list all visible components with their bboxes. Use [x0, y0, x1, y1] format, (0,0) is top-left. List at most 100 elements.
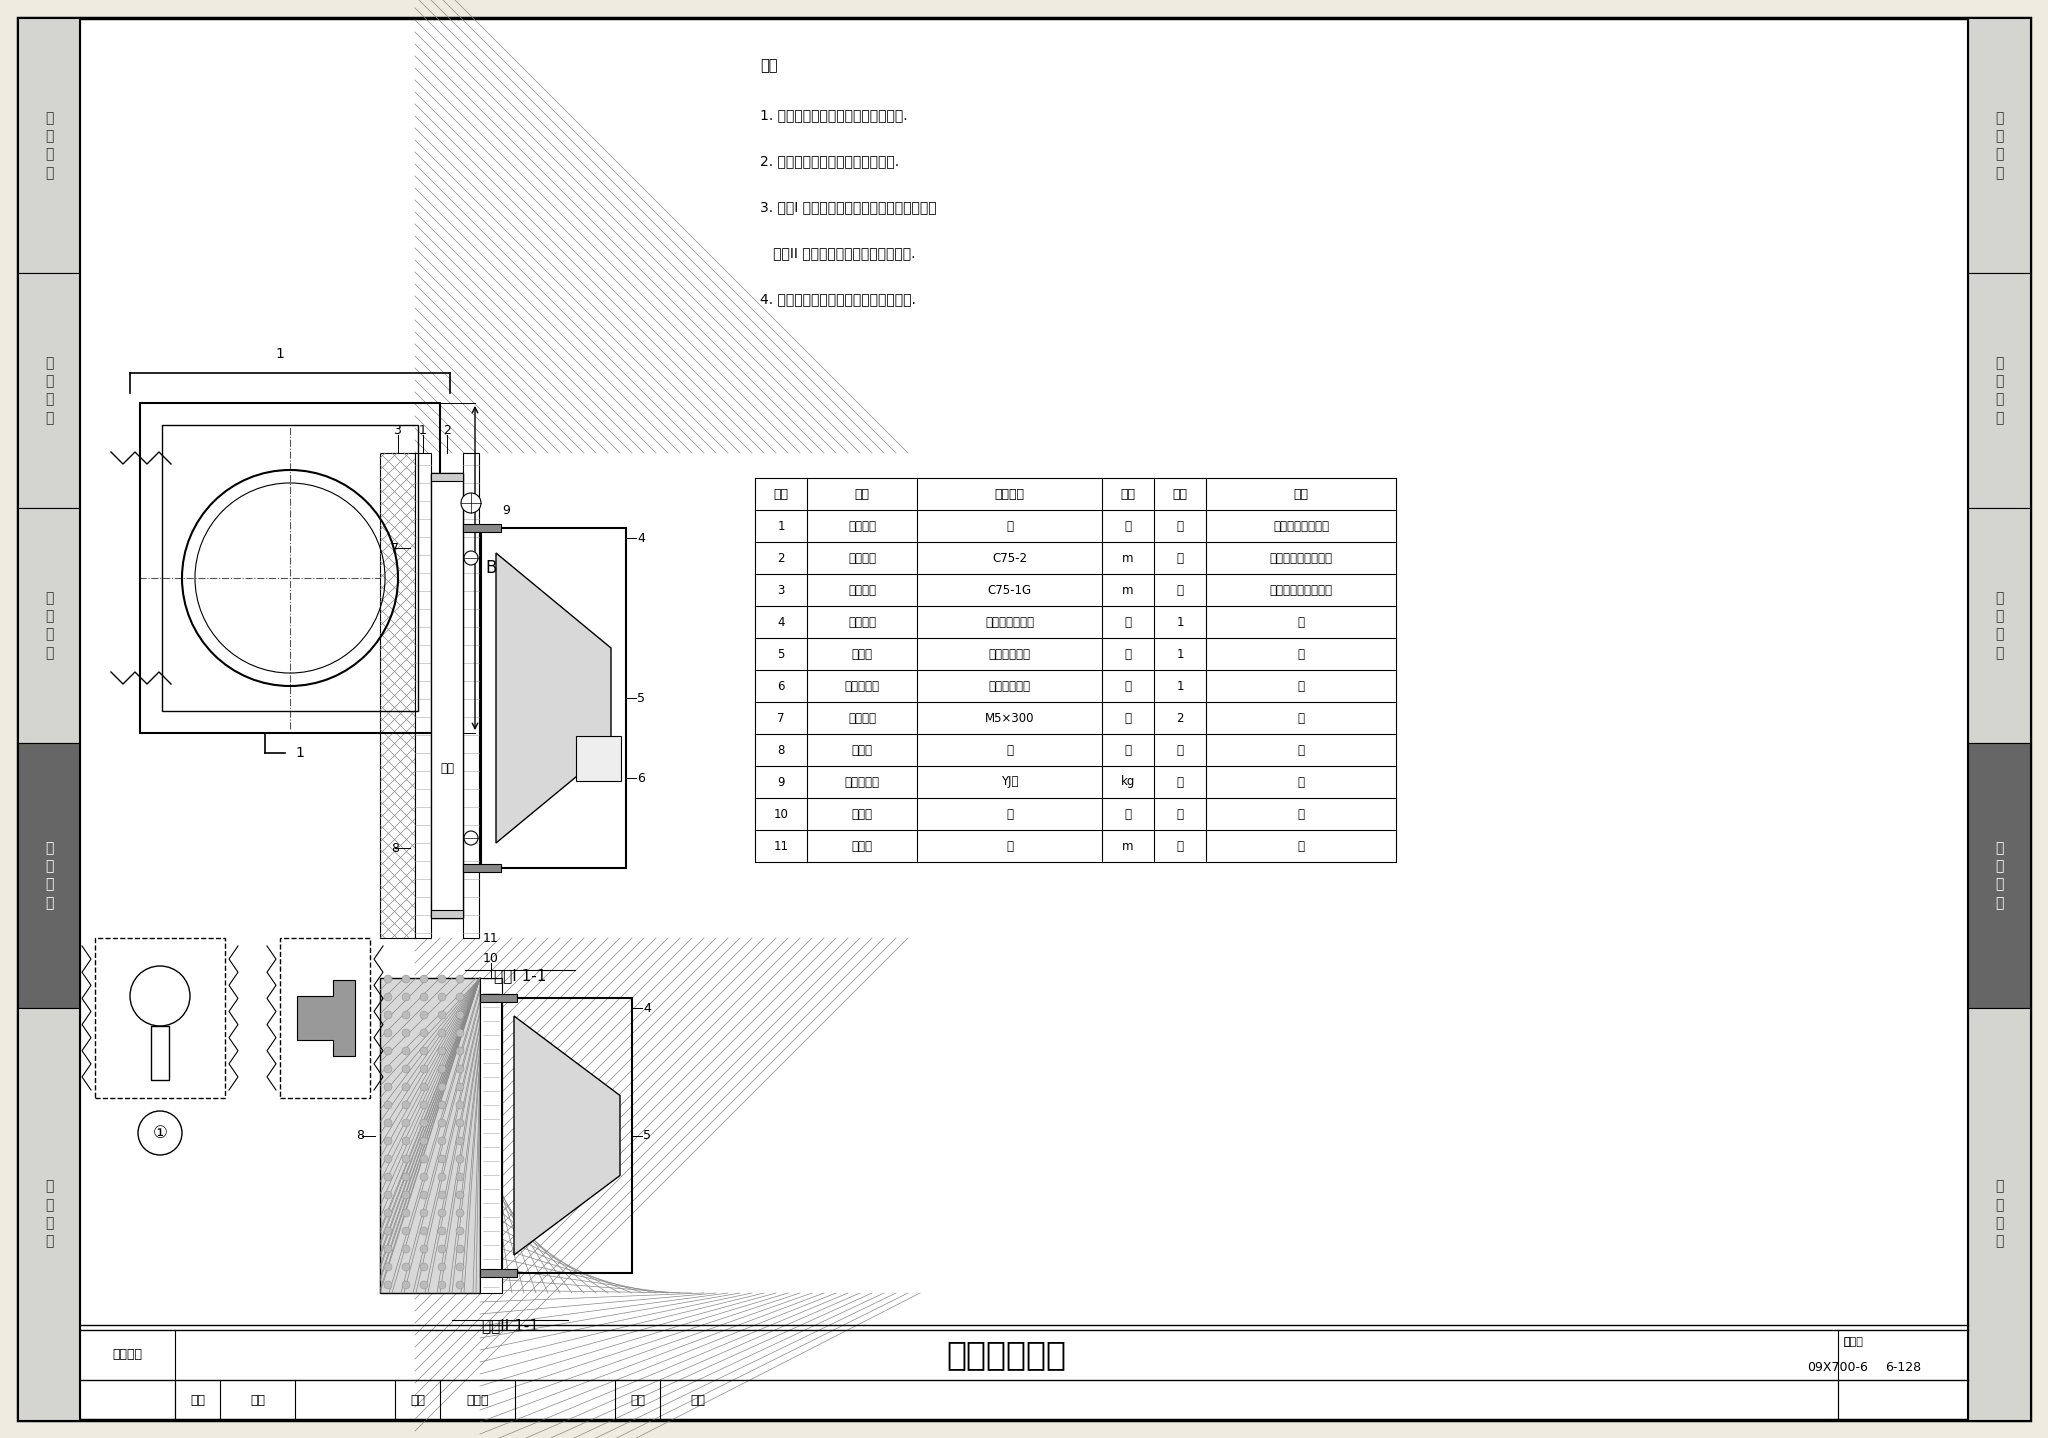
Bar: [416, 453, 430, 938]
Text: C75-1G: C75-1G: [987, 584, 1032, 597]
Circle shape: [420, 1119, 428, 1127]
Text: 扬声器箱配带: 扬声器箱配带: [989, 647, 1030, 660]
Polygon shape: [496, 554, 610, 843]
Text: m: m: [1122, 552, 1135, 565]
Text: 11: 11: [774, 840, 788, 853]
Circle shape: [457, 975, 465, 984]
Bar: [152, 1025, 170, 1080]
Text: 1: 1: [1176, 647, 1184, 660]
Text: 型号规格: 型号规格: [995, 487, 1024, 500]
Text: 扬声器箱: 扬声器箱: [848, 615, 877, 628]
Circle shape: [457, 1191, 465, 1199]
Bar: [430, 473, 463, 917]
Circle shape: [457, 1011, 465, 1020]
Bar: [381, 453, 416, 938]
Circle shape: [438, 1030, 446, 1037]
Text: 只: 只: [1124, 680, 1130, 693]
Text: 供
电
电
源: 供 电 电 源: [1995, 355, 2003, 426]
Circle shape: [457, 1083, 465, 1091]
Bar: [463, 453, 479, 938]
Text: 石膏壁板: 石膏壁板: [848, 519, 877, 532]
Circle shape: [385, 994, 391, 1001]
Circle shape: [457, 1209, 465, 1217]
Circle shape: [438, 1083, 446, 1091]
Text: 长度由土建专业确定: 长度由土建专业确定: [1270, 584, 1333, 597]
Text: 09X700-6: 09X700-6: [1808, 1360, 1868, 1373]
Text: －: －: [1298, 808, 1305, 821]
Text: －: －: [1176, 840, 1184, 853]
Circle shape: [438, 975, 446, 984]
Text: 防
雷
接
地: 防 雷 接 地: [1995, 1179, 2003, 1248]
Text: 1: 1: [1176, 615, 1184, 628]
Circle shape: [385, 1102, 391, 1109]
Text: －: －: [1006, 519, 1014, 532]
Text: m: m: [1122, 584, 1135, 597]
Circle shape: [438, 1209, 446, 1217]
Text: 1. 扬声器箱外形尺寸由工程设计确定.: 1. 扬声器箱外形尺寸由工程设计确定.: [760, 108, 907, 122]
Circle shape: [401, 1245, 410, 1252]
Circle shape: [401, 1047, 410, 1055]
Text: 2: 2: [778, 552, 784, 565]
Circle shape: [385, 1191, 391, 1199]
Bar: [481, 528, 627, 869]
Text: 方案I 1-1: 方案I 1-1: [494, 968, 547, 984]
Bar: [463, 523, 502, 532]
Text: 7: 7: [778, 712, 784, 725]
Circle shape: [401, 975, 410, 984]
Text: －: －: [1176, 584, 1184, 597]
Circle shape: [385, 1227, 391, 1235]
Circle shape: [457, 1155, 465, 1163]
Text: 型号见个体工程: 型号见个体工程: [985, 615, 1034, 628]
Text: 缆
线
敷
设: 缆 线 敷 设: [1995, 591, 2003, 660]
Text: 1: 1: [420, 424, 426, 437]
Text: －: －: [1006, 743, 1014, 756]
Bar: [94, 938, 225, 1099]
Circle shape: [457, 1263, 465, 1271]
Text: 详见土建专业图纸: 详见土建专业图纸: [1274, 519, 1329, 532]
Circle shape: [385, 1030, 391, 1037]
Circle shape: [420, 1173, 428, 1181]
Bar: [575, 735, 621, 781]
Text: 9: 9: [778, 775, 784, 788]
Text: 建筑密封膏: 建筑密封膏: [844, 775, 879, 788]
Text: 方案II 1-1: 方案II 1-1: [481, 1319, 539, 1333]
Text: 设
备
安
装: 设 备 安 装: [45, 841, 53, 910]
Text: 2: 2: [1176, 712, 1184, 725]
Circle shape: [438, 1137, 446, 1145]
Bar: [430, 473, 463, 480]
Text: 校对: 校对: [410, 1393, 426, 1406]
Circle shape: [465, 831, 477, 846]
Bar: [1968, 19, 2030, 273]
Circle shape: [385, 1173, 391, 1181]
Circle shape: [457, 1102, 465, 1109]
Circle shape: [438, 1227, 446, 1235]
Circle shape: [420, 975, 428, 984]
Text: B: B: [485, 559, 496, 577]
Circle shape: [385, 1281, 391, 1288]
Circle shape: [438, 1011, 446, 1020]
Bar: [479, 978, 502, 1293]
Text: 2. 加强龙骨需在石膏板安装前施工.: 2. 加强龙骨需在石膏板安装前施工.: [760, 154, 899, 168]
Text: －: －: [1298, 775, 1305, 788]
Text: 扬声器箱明装: 扬声器箱明装: [946, 1339, 1067, 1372]
Bar: [430, 910, 463, 917]
Circle shape: [401, 1137, 410, 1145]
Text: 5: 5: [778, 647, 784, 660]
Circle shape: [457, 994, 465, 1001]
Circle shape: [401, 1119, 410, 1127]
Circle shape: [457, 1030, 465, 1037]
Text: 长度由土建专业确定: 长度由土建专业确定: [1270, 552, 1333, 565]
Text: 8: 8: [356, 1129, 365, 1142]
Text: 1: 1: [1176, 680, 1184, 693]
Bar: [502, 998, 633, 1273]
Text: 竖向龙骨: 竖向龙骨: [848, 552, 877, 565]
Circle shape: [438, 1263, 446, 1271]
Circle shape: [401, 1030, 410, 1037]
Circle shape: [420, 1137, 428, 1145]
Text: 6-128: 6-128: [1884, 1360, 1921, 1373]
Text: 7: 7: [391, 542, 399, 555]
Text: 6: 6: [637, 772, 645, 785]
Circle shape: [438, 1173, 446, 1181]
Circle shape: [420, 1191, 428, 1199]
Text: 防
雷
接
地: 防 雷 接 地: [45, 1179, 53, 1248]
